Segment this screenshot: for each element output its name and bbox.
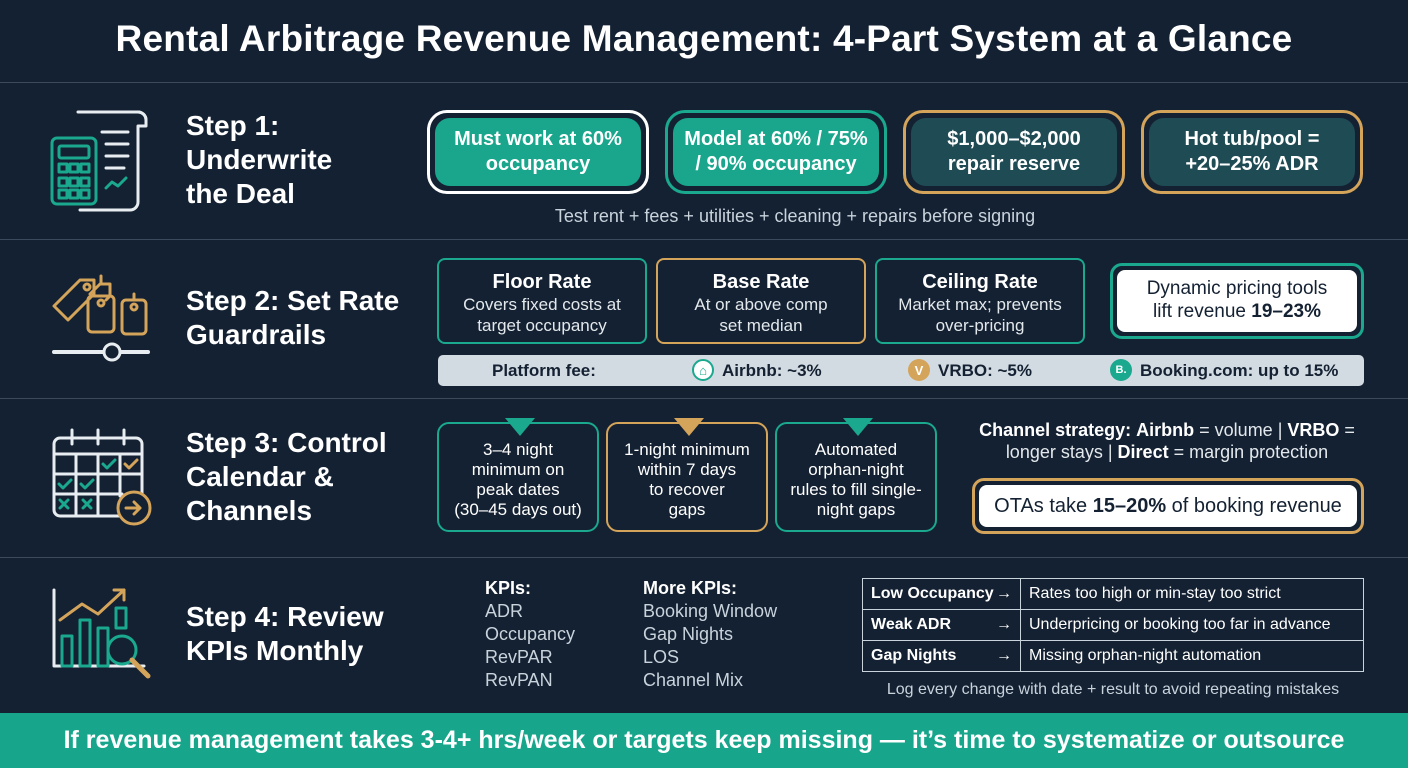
dynamic-pricing-callout: Dynamic pricing tools lift revenue 19–23… — [1110, 263, 1364, 339]
ota-callout: OTAs take 15–20% of booking revenue — [972, 478, 1364, 534]
fee-booking: B. Booking.com: up to 15% — [1110, 359, 1338, 381]
divider — [0, 557, 1408, 558]
footer-banner: If revenue management takes 3-4+ hrs/wee… — [0, 713, 1408, 768]
triangle-marker — [843, 418, 873, 436]
calendar-arrow-icon — [52, 428, 152, 526]
divider — [0, 398, 1408, 399]
triangle-marker — [674, 418, 704, 436]
bar-chart-magnifier-icon — [52, 588, 151, 679]
more-kpi-list: More KPIs: Booking Window Gap Nights LOS… — [643, 578, 778, 690]
step1-caption: Test rent + fees + utilities + cleaning … — [554, 206, 1036, 226]
vrbo-logo-icon: V — [908, 359, 930, 381]
fee-vrbo: V VRBO: ~5% — [908, 359, 1032, 381]
calculator-document-icon — [50, 110, 148, 212]
page-title: Rental Arbitrage Revenue Management: 4-P… — [115, 18, 1293, 59]
pill-repair-reserve: $1,000–$2,000 repair reserve — [903, 110, 1125, 194]
divider — [0, 239, 1408, 240]
kpi-list: KPIs: ADR Occupancy RevPAR RevPAN — [485, 578, 576, 690]
triangle-marker — [505, 418, 535, 436]
booking-logo-icon: B. — [1110, 359, 1132, 381]
step4-title: Step 4: Review KPIs Monthly — [186, 601, 384, 666]
log-note: Log every change with date + result to a… — [886, 681, 1340, 698]
base-rate-box: Base Rate At or above comp set median — [656, 258, 866, 344]
fee-airbnb: ⌂ Airbnb: ~3% — [692, 359, 822, 381]
divider — [0, 82, 1408, 83]
step3-title: Step 3: Control Calendar & Channels — [186, 427, 387, 526]
pill-hot-tub: Hot tub/pool = +20–25% ADR — [1141, 110, 1363, 194]
arrow-right-icon: → — [996, 647, 1012, 664]
channel-strategy: Channel strategy: Airbnb = volume | VRBO… — [979, 420, 1355, 462]
table-row: Low Occupancy → Rates too high or min-sta… — [862, 578, 1364, 610]
platform-fee-bar: Platform fee: ⌂ Airbnb: ~3% V VRBO: ~5% … — [438, 355, 1364, 386]
step2-title: Step 2: Set Rate Guardrails — [186, 285, 400, 350]
arrow-right-icon: → — [996, 585, 1012, 602]
arrow-right-icon: → — [996, 616, 1012, 633]
ceiling-rate-box: Ceiling Rate Market max; prevents over-p… — [875, 258, 1085, 344]
one-night-min-box: 1-night minimum within 7 days to recover… — [606, 418, 768, 532]
step1-title: Step 1: Underwrite the Deal — [186, 110, 333, 209]
airbnb-logo-icon: ⌂ — [692, 359, 714, 381]
min-stay-peak-box: 3–4 night minimum on peak dates (30–45 d… — [437, 418, 599, 532]
floor-rate-box: Floor Rate Covers fixed costs at target … — [437, 258, 647, 344]
table-row: Gap Nights → Missing orphan-night automat… — [862, 640, 1364, 672]
fee-label: Platform fee: — [492, 361, 596, 380]
pill-min-occupancy: Must work at 60% occupancy — [427, 110, 649, 194]
diagnosis-table: Low Occupancy → Rates too high or min-sta… — [862, 578, 1364, 672]
table-row: Weak ADR → Underpricing or booking too fa… — [862, 609, 1364, 641]
pill-model-occupancy: Model at 60% / 75% / 90% occupancy — [665, 110, 887, 194]
price-tags-slider-icon — [52, 274, 150, 362]
orphan-night-box: Automated orphan-night rules to fill sin… — [775, 418, 937, 532]
